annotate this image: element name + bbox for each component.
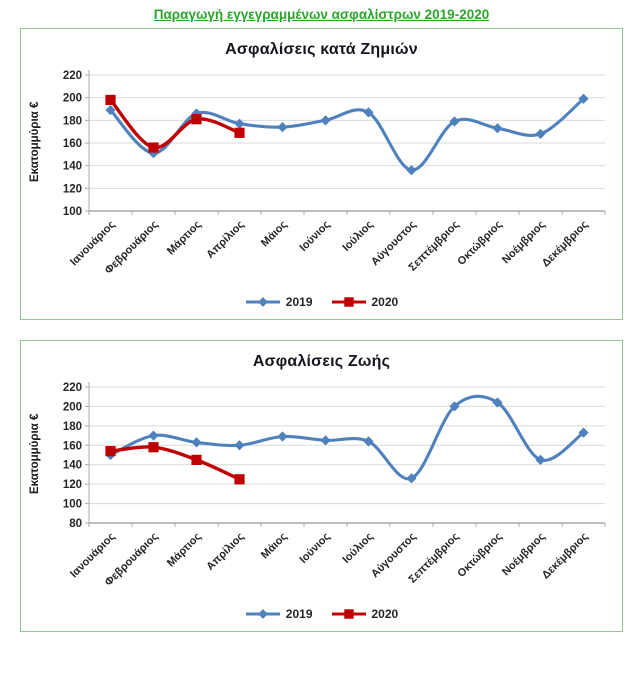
legend-label-2019: 2019 (285, 295, 313, 309)
data-point-marker (257, 609, 268, 619)
legend-label-2020: 2020 (371, 295, 399, 309)
data-point-marker (535, 454, 546, 465)
data-point-marker (105, 105, 116, 116)
series-2019-line (108, 394, 586, 481)
x-tick-label: Δεκέμβριος (540, 530, 591, 581)
legend-label-2019: 2019 (285, 607, 313, 621)
data-point-marker (363, 107, 374, 118)
data-point-marker (406, 473, 417, 484)
chart-title-non-life: Ασφαλίσεις κατά Ζημιών (225, 41, 418, 58)
x-tick-label: Απρίλιος (204, 530, 247, 573)
series-2019-line (108, 97, 586, 172)
y-tick-label: 140 (63, 460, 82, 472)
data-point-marker (148, 142, 159, 153)
legend-non-life: 2019 2020 (27, 291, 616, 313)
y-tick-label: 80 (69, 518, 82, 530)
x-tick-label: Δεκέμβριος (540, 218, 591, 269)
non-life-line-chart: 100120140160180200220ΙανουάριοςΦεβρουάρι… (63, 70, 606, 277)
data-point-marker (191, 437, 202, 448)
y-tick-label: 160 (63, 440, 82, 452)
y-axis-title-non-life: Εκατομμύρια € (29, 101, 41, 183)
y-tick-label: 180 (63, 421, 82, 433)
legend-item-2020: 2020 (331, 295, 399, 309)
data-point-marker (105, 446, 116, 457)
y-tick-label: 200 (63, 401, 82, 413)
legend-item-2019: 2019 (245, 295, 313, 309)
data-point-marker (492, 123, 503, 134)
series-2020-line (108, 445, 242, 481)
data-point-marker (320, 115, 331, 126)
chart-body-non-life: Εκατομμύρια € 100 120 140 160 180 200 220 Ιανου… (27, 61, 616, 291)
y-tick-label: 120 (63, 479, 82, 491)
data-point-marker (277, 431, 288, 442)
data-point-marker (234, 440, 245, 451)
data-point-marker (449, 116, 460, 127)
data-point-marker (191, 114, 202, 125)
y-tick-label: 200 (63, 93, 82, 105)
legend-label-2020: 2020 (371, 607, 399, 621)
legend-item-2020: 2020 (331, 607, 399, 621)
y-tick-label: 160 (63, 138, 82, 150)
data-point-marker (578, 427, 589, 438)
data-point-marker (343, 609, 354, 619)
x-tick-label: Ιούνιος (297, 218, 332, 253)
data-point-marker (191, 454, 202, 465)
legend-2019-line-marker-icon (245, 609, 280, 619)
data-point-marker (406, 165, 417, 176)
data-point-marker (257, 297, 268, 307)
y-tick-label: 180 (63, 115, 82, 127)
x-tick-label: Ιούλιος (340, 218, 375, 253)
series-2020-line (108, 98, 242, 150)
data-point-marker (148, 430, 159, 441)
page-title: Παραγωγή εγγεγραμμένων ασφαλίστρων 2019-… (153, 7, 490, 22)
y-tick-label: 100 (63, 206, 82, 218)
y-tick-label: 120 (63, 183, 82, 195)
legend-2019-line-marker-icon (245, 297, 280, 307)
x-tick-label: Μάιος (259, 218, 290, 249)
x-tick-label: Μάρτιος (165, 530, 204, 569)
life-line-chart: 80100120140160180200220ΙανουάριοςΦεβρουά… (63, 382, 606, 589)
x-tick-label: Ιούνιος (297, 530, 332, 565)
chart-panel-life: Ασφαλίσεις Ζωής Εκατομμύρια € 80 100 120 14… (20, 340, 623, 632)
y-tick-label: 100 (63, 499, 82, 511)
data-point-marker (535, 128, 546, 140)
x-tick-label: Μάιος (259, 530, 290, 561)
legend-2020-line-marker-icon (331, 609, 366, 619)
x-tick-label: Απρίλιος (204, 218, 247, 261)
data-point-marker (105, 94, 116, 106)
data-point-marker (148, 442, 159, 453)
y-tick-label: 220 (63, 382, 82, 394)
data-point-marker (578, 93, 589, 104)
data-point-marker (449, 401, 460, 412)
x-tick-label: Μάρτιος (165, 218, 204, 257)
y-axis-title-life: Εκατομμύρια € (29, 413, 41, 495)
chart-panel-non-life: Ασφαλίσεις κατά Ζημιών Εκατομμύρια € 100… (20, 28, 623, 320)
x-tick-label: Οκτώβριος (455, 530, 504, 579)
chart-title-life: Ασφαλίσεις Ζωής (252, 353, 391, 370)
legend-item-2019: 2019 (245, 607, 313, 621)
legend-2020-line-marker-icon (331, 297, 366, 307)
chart-body-life: Εκατομμύρια € 80 100 120 140 160 180 200 220 Ιαν… (27, 373, 616, 603)
data-point-marker (234, 127, 245, 138)
y-tick-label: 140 (63, 161, 82, 173)
legend-life: 2019 2020 (27, 603, 616, 625)
data-point-marker (492, 397, 503, 408)
data-point-marker (320, 435, 331, 446)
data-point-marker (277, 122, 288, 133)
data-point-marker (343, 297, 354, 307)
x-tick-label: Οκτώβριος (455, 218, 504, 267)
data-point-marker (234, 474, 245, 485)
x-tick-label: Ιούλιος (340, 530, 375, 565)
y-tick-label: 220 (63, 70, 82, 82)
data-point-marker (363, 436, 374, 447)
